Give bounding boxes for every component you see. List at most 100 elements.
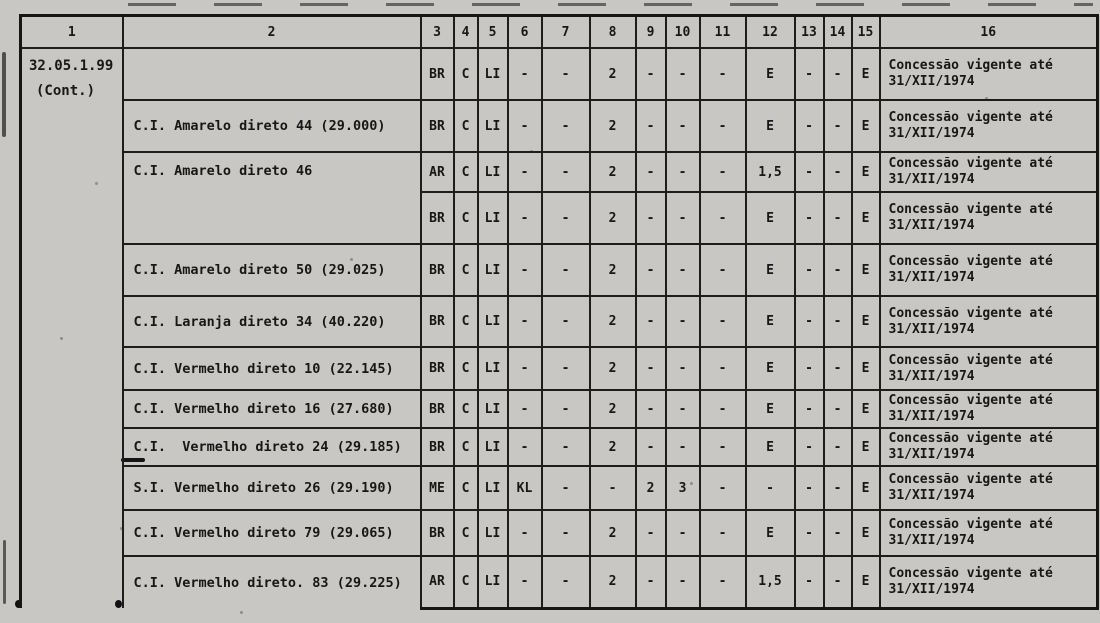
note-line: Concessão vigente até [888, 472, 1053, 487]
code-cell: - [664, 243, 701, 297]
col-header-15: 15 [850, 14, 881, 49]
code-cell: - [506, 389, 543, 429]
code-cell: E [744, 99, 796, 153]
note-line: Concessão vigente até [888, 110, 1053, 125]
code-cell: - [506, 295, 543, 348]
code-cell: 2 [588, 427, 637, 467]
code-cell: C [452, 99, 479, 153]
note-cell: Concessão vigente até 31/XII/1974 [878, 427, 1099, 467]
note-cell: Concessão vigente até 31/XII/1974 [878, 243, 1099, 297]
code-cell: E [744, 295, 796, 348]
code-cell: LI [476, 555, 509, 610]
code-cell: 2 [588, 295, 637, 348]
table-row: BR C LI - - 2 - - - E - - E Concessão vi… [21, 191, 1099, 245]
note-line: Concessão vigente até [888, 202, 1053, 217]
code-cell: AR [419, 555, 455, 610]
note-line: 31/XII/1974 [888, 172, 975, 187]
code-cell: BR [419, 509, 455, 557]
code-cell: - [698, 151, 747, 193]
col-header-3: 3 [419, 14, 455, 49]
dye-name-cell: C.I. Vermelho direto 16 (27.680) [121, 389, 422, 429]
note-line: 31/XII/1974 [888, 368, 975, 384]
note-cell: Concessão vigente até 31/XII/1974 [878, 99, 1099, 153]
col-header-7: 7 [540, 14, 591, 49]
col-header-4: 4 [452, 14, 479, 49]
code-cell: KL [506, 465, 543, 511]
code-cell: - [698, 389, 747, 429]
table-row: C.I. Vermelho direto 24 (29.185) BR C LI… [21, 427, 1099, 467]
code-cell: - [698, 555, 747, 610]
note-cell: Concessão vigente até 31/XII/1974 [878, 191, 1099, 245]
code-cell: - [822, 389, 853, 429]
note-line: 31/XII/1974 [888, 409, 975, 424]
note-cell: Concessão vigente até 31/XII/1974 [878, 295, 1099, 348]
code-cell: 2 [588, 47, 637, 101]
col-header-16: 16 [878, 14, 1099, 49]
code-cell: C [452, 346, 479, 391]
code-cell: LI [476, 99, 509, 153]
code-cell: E [744, 509, 796, 557]
code-cell: - [664, 99, 701, 153]
code-cell: E [850, 389, 881, 429]
table-row: C.I. Amarelo direto 50 (29.025) BR C LI … [21, 243, 1099, 297]
note-line: 31/XII/1974 [888, 488, 975, 503]
code-cell: E [744, 47, 796, 101]
code-cell: 2 [588, 555, 637, 610]
note-line: Concessão vigente até [888, 517, 1053, 532]
code-cell: - [634, 555, 667, 610]
code-cell: C [452, 555, 479, 610]
code-cell: BR [419, 243, 455, 297]
table-row: C.I. Amarelo direto 46 AR C LI - - 2 - -… [21, 151, 1099, 245]
code-cell: BR [419, 389, 455, 429]
code-cell: - [664, 389, 701, 429]
code-cell: - [506, 509, 543, 557]
code-cell: - [793, 465, 825, 511]
note-line: Concessão vigente até [888, 352, 1053, 368]
code-cell: - [793, 243, 825, 297]
code-cell: AR [419, 151, 455, 193]
code-cell: - [793, 389, 825, 429]
code-cell: - [793, 47, 825, 101]
code-cell: - [822, 465, 853, 511]
code-cell: - [664, 191, 701, 245]
note-line: Concessão vigente até [888, 565, 1053, 581]
note-line: 31/XII/1974 [888, 581, 975, 597]
code-cell: 2 [588, 151, 637, 193]
code-cell: - [698, 465, 747, 511]
code-cell: LI [476, 295, 509, 348]
code-cell: - [634, 389, 667, 429]
code-cell: - [506, 151, 543, 193]
col-header-11: 11 [698, 14, 747, 49]
scan-artifact-top-line [128, 3, 1093, 6]
code-cell: - [540, 427, 591, 467]
code-cell: E [850, 99, 881, 153]
code-cell: E [850, 509, 881, 557]
code-cell: - [540, 295, 591, 348]
code-cell: - [634, 346, 667, 391]
note-cell: Concessão vigente até 31/XII/1974 [878, 346, 1099, 391]
code-cell: LI [476, 191, 509, 245]
code-cell: 2 [588, 509, 637, 557]
code-cell: 2 [588, 389, 637, 429]
code-cell: - [540, 47, 591, 101]
code-cell: - [588, 465, 637, 511]
code-cell: - [664, 427, 701, 467]
code-cell: - [698, 99, 747, 153]
code-cell: BR [419, 47, 455, 101]
code-cell: E [850, 346, 881, 391]
note-line: Concessão vigente até [888, 393, 1053, 408]
code-cell: LI [476, 346, 509, 391]
table-row: C.I. Amarelo direto 44 (29.000) BR C LI … [21, 99, 1099, 153]
scan-artifact-edge-mark [3, 540, 6, 604]
code-cell: - [506, 427, 543, 467]
code-cell: - [664, 509, 701, 557]
code-cell: LI [476, 151, 509, 193]
code-cell: BR [419, 191, 455, 245]
code-cell: - [664, 47, 701, 101]
note-cell: Concessão vigente até 31/XII/1974 [878, 151, 1099, 193]
group-code-cell: 32.05.1.99 (Cont.) [19, 47, 124, 608]
table-row: C.I. Vermelho direto 16 (27.680) BR C LI… [21, 389, 1099, 429]
code-cell: 2 [588, 346, 637, 391]
col-header-5: 5 [476, 14, 509, 49]
col-header-13: 13 [793, 14, 825, 49]
